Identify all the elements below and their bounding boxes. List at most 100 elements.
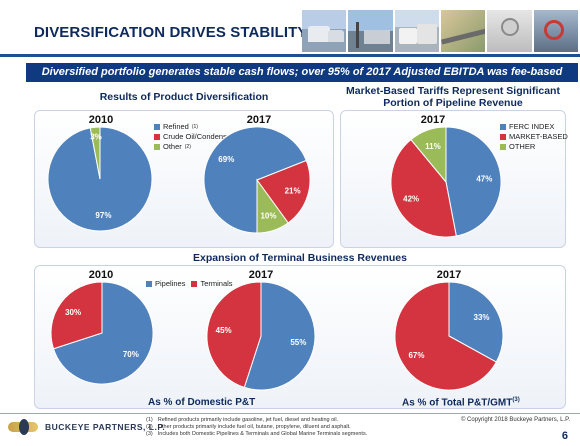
footnote: (3) Includes both Domestic Pipelines & Te… — [146, 431, 367, 438]
total-caption-text: As % of Total P&T/GMT — [402, 397, 513, 409]
legend-label: Other — [163, 142, 182, 151]
legend-item: Refined (1) — [154, 122, 237, 132]
pie-value-label: 70% — [123, 350, 139, 359]
pie-value-label: 45% — [216, 326, 232, 335]
footer-rule — [0, 413, 580, 414]
legend-swatch — [500, 144, 506, 150]
pie-slice-ferc-index — [445, 126, 502, 237]
tariffs-legend: FERC INDEX MARKET-BASED OTHER — [500, 122, 568, 152]
valve-photo — [533, 10, 578, 52]
legend-label: Crude Oil/Condensate — [163, 132, 238, 141]
terminal-legend: Pipelines Terminals — [146, 279, 233, 289]
pie-value-label: 21% — [285, 186, 301, 195]
footnote-text: Refined products primarily include gasol… — [157, 417, 339, 423]
tariffs-section-title-line2: Portion of Pipeline Revenue — [383, 97, 523, 109]
legend-swatch — [500, 134, 506, 140]
legend-item: Terminals — [191, 279, 233, 289]
pie-year-label: 2017 — [420, 114, 446, 126]
legend-item: Crude Oil/Condensate — [154, 132, 237, 142]
pie-value-label: 42% — [403, 194, 419, 203]
legend-label: MARKET-BASED — [509, 132, 568, 141]
domestic-caption: As % of Domestic P&T — [148, 397, 256, 408]
pie-year-label: 2017 — [248, 269, 274, 281]
footnote-number: (1) — [146, 417, 153, 423]
footnote-marker: (1) — [191, 124, 198, 130]
pie-slice-terminals — [394, 281, 497, 391]
legend-swatch — [146, 281, 152, 287]
product-legend: Refined (1) Crude Oil/Condensate Other (2) — [154, 122, 237, 152]
slide-header: DIVERSIFICATION DRIVES STABILITY — [0, 0, 580, 62]
pie-slice-other — [256, 178, 289, 234]
terminal-section-title: Expansion of Terminal Business Revenues — [193, 252, 407, 264]
footnotes: (1) Refined products primarily include ga… — [146, 417, 367, 438]
pie-slice-terminals — [50, 281, 103, 350]
legend-swatch — [191, 281, 198, 287]
footnote-marker: (3) — [512, 397, 520, 403]
control-room-photo — [487, 10, 532, 52]
storage-tanks-photo — [302, 10, 347, 52]
legend-item: FERC INDEX — [500, 122, 568, 132]
footnote: (1) Refined products primarily include ga… — [146, 417, 367, 424]
legend-label: OTHER — [509, 142, 536, 151]
legend-item: Other (2) — [154, 142, 237, 152]
pie-value-label: 3% — [90, 133, 102, 142]
pie-slice-refined — [203, 126, 307, 234]
pie-value-label: 33% — [474, 313, 490, 322]
total-caption: As % of Total P&T/GMT(3) — [402, 397, 520, 408]
terminal-photo — [348, 10, 393, 52]
pie-chart-2010-terminals: 70% 30% — [50, 281, 154, 385]
tank-farm-photo — [394, 10, 439, 52]
summary-banner: Diversified portfolio generates stable c… — [26, 63, 578, 82]
header-photo-strip — [302, 10, 578, 52]
pie-value-label: 11% — [425, 142, 441, 151]
pie-slice-other — [410, 126, 447, 184]
pie-chart-2017-domestic: 55% 45% — [206, 281, 316, 391]
pie-value-label: 10% — [260, 211, 276, 220]
legend-item: MARKET-BASED — [500, 132, 568, 142]
product-section-title: Results of Product Diversification — [99, 91, 269, 103]
pie-year-label: 2017 — [436, 269, 462, 281]
pie-slice-terminals — [206, 281, 262, 388]
footnote-text: Includes both Domestic Pipelines & Termi… — [157, 431, 368, 437]
company-logo: BUCKEYE PARTNERS, L.P. — [8, 418, 165, 436]
pie-value-label: 69% — [218, 155, 234, 164]
slide-title: DIVERSIFICATION DRIVES STABILITY — [34, 24, 308, 41]
pie-slice-other — [89, 126, 101, 180]
pie-value-label: 47% — [476, 174, 492, 183]
legend-swatch — [500, 124, 506, 130]
pie-value-label: 67% — [408, 351, 424, 360]
pie-chart-2010-products: 97% 3% — [47, 126, 153, 232]
pie-chart-2017-products: 69% 21% 10% — [203, 126, 311, 234]
pie-chart-2017-total: 33% 67% — [394, 281, 504, 391]
header-rule — [0, 54, 580, 57]
pie-slice-market-based — [390, 138, 457, 238]
footnote-number: (2) — [146, 424, 153, 430]
pie-year-label: 2010 — [88, 114, 114, 126]
pie-year-label: 2010 — [88, 269, 114, 281]
footnote-text: Other products primarily include fuel oi… — [157, 424, 351, 430]
legend-label: Terminals — [200, 279, 233, 288]
footnote-number: (3) — [146, 431, 153, 437]
page-number: 6 — [561, 430, 568, 442]
legend-label: FERC INDEX — [509, 122, 555, 131]
legend-label: Pipelines — [155, 279, 186, 288]
pie-slice-pipelines — [243, 281, 316, 391]
pie-slice-crude-oil-condensate — [256, 159, 311, 224]
pie-chart-2017-tariffs: 47% 42% 11% — [390, 126, 502, 238]
pie-year-label: 2017 — [246, 114, 272, 126]
footnote-marker: (2) — [184, 144, 191, 150]
footnote: (2) Other products primarily include fuel… — [146, 424, 367, 431]
pie-value-label: 55% — [290, 338, 306, 347]
buckeye-logo-icon — [8, 418, 40, 436]
pie-value-label: 30% — [65, 308, 81, 317]
pie-value-label: 97% — [95, 211, 111, 220]
legend-item: Pipelines — [146, 279, 185, 289]
company-name: BUCKEYE PARTNERS, L.P. — [45, 422, 166, 432]
legend-swatch — [154, 134, 160, 140]
pipeline-photo — [440, 10, 486, 52]
tariffs-section-title-line1: Market-Based Tariffs Represent Significa… — [346, 85, 560, 97]
copyright: © Copyright 2018 Buckeye Partners, L.P. — [460, 417, 570, 423]
legend-item: OTHER — [500, 142, 568, 152]
legend-swatch — [154, 124, 160, 130]
pie-slice-pipelines — [448, 281, 504, 363]
